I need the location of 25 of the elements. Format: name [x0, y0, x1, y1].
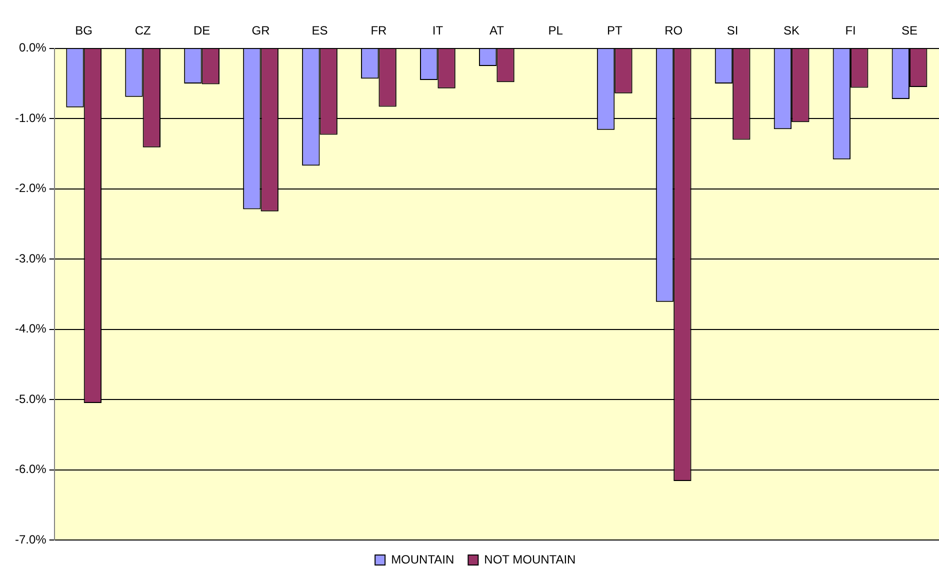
x-tick-label: SK: [784, 24, 800, 38]
y-tick-label: -5.0%: [14, 392, 47, 406]
y-tick-label: -1.0%: [14, 110, 47, 125]
y-tick-label: -2.0%: [14, 181, 47, 196]
x-tick-label: GR: [252, 24, 270, 38]
x-tick-label: AT: [489, 24, 505, 38]
x-tick-label: BG: [75, 24, 93, 38]
x-tick-label: ES: [312, 24, 328, 38]
x-tick-label: FR: [370, 24, 388, 38]
x-tick-label: IT: [432, 24, 444, 38]
x-tick-label: FI: [845, 24, 856, 38]
y-tick-label: -3.0%: [14, 251, 47, 266]
y-tick-label: -4.0%: [14, 322, 47, 336]
x-tick-label: SE: [902, 24, 918, 38]
x-tick-label: PT: [606, 24, 623, 38]
y-tick-label: -7.0%: [14, 532, 47, 546]
y-tick-label: 0.0%: [18, 40, 47, 55]
y-tick-label: -6.0%: [14, 462, 47, 476]
x-tick-label: PL: [548, 24, 564, 38]
x-tick-label: RO: [664, 24, 683, 38]
legend-label: MOUNTAIN: [391, 552, 454, 566]
x-tick-label: CZ: [134, 24, 151, 38]
x-tick-label: DE: [193, 24, 210, 38]
x-tick-label: SI: [726, 24, 738, 38]
legend-label: NOT MOUNTAIN: [484, 552, 576, 566]
